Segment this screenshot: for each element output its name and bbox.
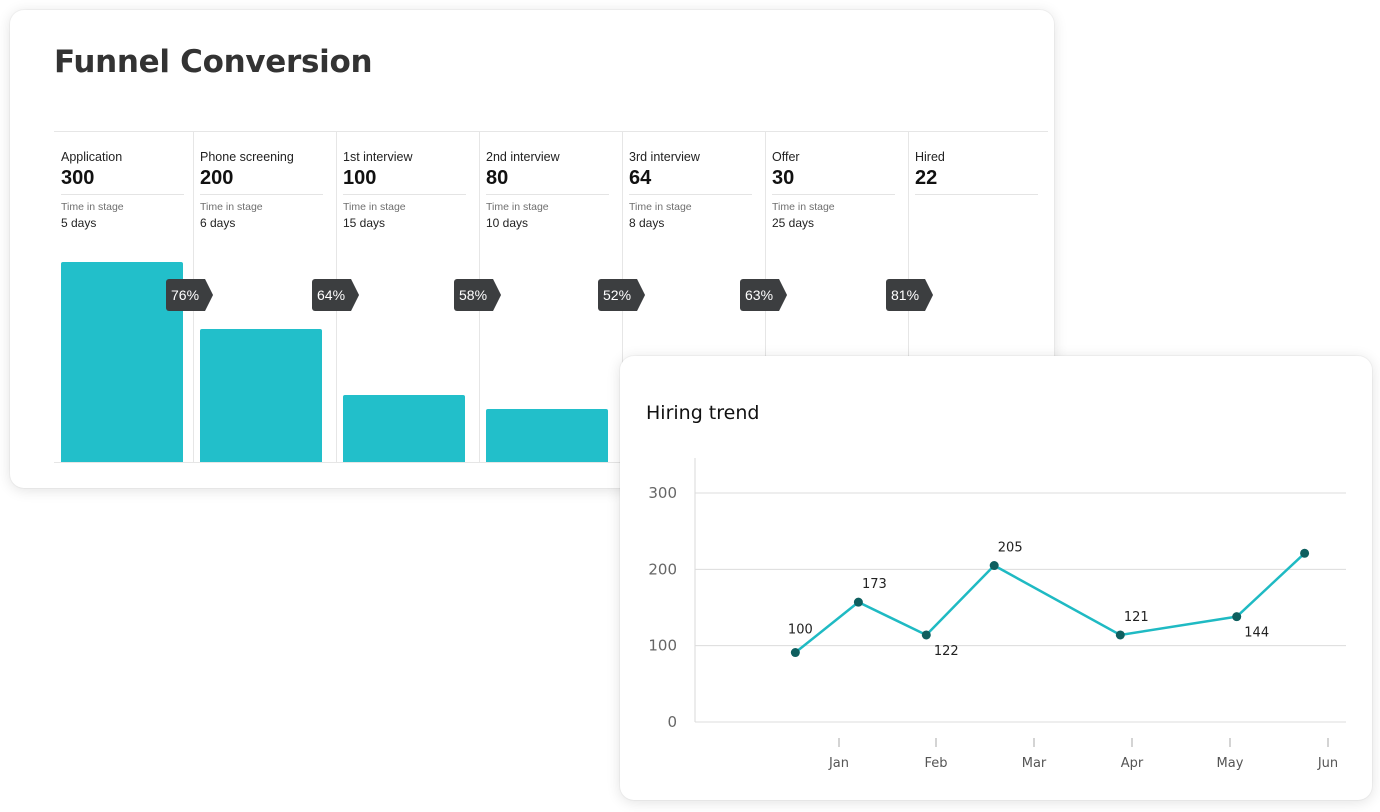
hiring-trend-chart: 0 100 200 300 Jan Feb Mar Apr May Jun 100 173 122 205…	[648, 458, 1346, 771]
stage-name: 3rd interview	[629, 150, 700, 164]
stage-name: Hired	[915, 150, 945, 164]
conversion-badge: 63%	[740, 279, 787, 311]
x-tick-label: May	[1217, 756, 1244, 771]
data-label: 121	[1124, 610, 1149, 625]
data-label: 205	[998, 541, 1023, 556]
x-tick-label: Jan	[828, 756, 849, 771]
stage-application: Application 300 Time in stage 5 days	[54, 132, 197, 462]
stage-divider	[629, 194, 752, 195]
funnel-card: Funnel Conversion Application 300 Time i…	[10, 10, 1054, 488]
stage-time-label: Time in stage	[629, 201, 692, 213]
conversion-badge: 52%	[598, 279, 645, 311]
conversion-badge: 81%	[886, 279, 933, 311]
stage-count: 200	[200, 167, 234, 189]
stage-time-value: 15 days	[343, 216, 386, 230]
trend-point	[921, 630, 931, 640]
stage-count: 100	[343, 167, 377, 189]
trend-title: Hiring trend	[646, 402, 760, 424]
trend-point	[1232, 612, 1242, 622]
stage-divider	[61, 194, 184, 195]
y-tick-label: 200	[648, 560, 677, 578]
stage-name: Application	[61, 150, 123, 164]
data-label: 144	[1244, 626, 1269, 641]
stage-name: Offer	[772, 150, 800, 164]
conversion-badge: 64%	[312, 279, 359, 311]
stage-divider	[486, 194, 609, 195]
x-tick-label: Apr	[1121, 756, 1144, 771]
trend-point	[989, 561, 999, 571]
data-label: 122	[934, 644, 959, 659]
stage-time-label: Time in stage	[486, 201, 549, 213]
trend-point	[790, 648, 800, 658]
funnel-bar[interactable]	[486, 408, 608, 462]
stage-count: 22	[915, 167, 938, 189]
stage-time-value: 10 days	[486, 216, 529, 230]
stage-name: 2nd interview	[486, 150, 560, 164]
data-label: 173	[862, 577, 887, 592]
y-tick-label: 300	[648, 484, 677, 502]
stage-name: Phone screening	[200, 150, 294, 164]
funnel-title: Funnel Conversion	[54, 44, 373, 80]
stage-count: 64	[629, 167, 652, 189]
stage-count: 80	[486, 167, 509, 189]
y-tick-label: 0	[667, 713, 677, 731]
stage-count: 300	[61, 167, 95, 189]
trend-point	[1115, 630, 1125, 640]
stage-divider	[343, 194, 466, 195]
stage-time-value: 25 days	[772, 216, 815, 230]
x-tick-label: Mar	[1022, 756, 1047, 771]
stage-time-label: Time in stage	[200, 201, 263, 213]
x-tick-label: Jun	[1317, 756, 1338, 771]
stage-time-value: 8 days	[629, 216, 665, 230]
data-label: 100	[788, 623, 813, 638]
stage-time-label: Time in stage	[343, 201, 406, 213]
stage-divider	[915, 194, 1038, 195]
stage-divider	[772, 194, 895, 195]
funnel-baseline	[54, 462, 1048, 463]
stage-2nd-interview: 2nd interview 80 Time in stage 10 days	[479, 132, 622, 462]
funnel-bar[interactable]	[200, 328, 322, 462]
conversion-badge: 58%	[454, 279, 501, 311]
stage-time-value: 5 days	[61, 216, 97, 230]
funnel-bar[interactable]	[343, 395, 465, 462]
stage-count: 30	[772, 167, 795, 189]
hiring-trend-card: Hiring trend 0 100 200 300 Jan Feb Mar Apr May Ju…	[620, 356, 1372, 800]
funnel-top-divider	[54, 131, 1048, 132]
trend-point	[1300, 548, 1310, 558]
trend-line	[794, 552, 1306, 654]
conversion-badge: 76%	[166, 279, 213, 311]
funnel-bar[interactable]	[61, 262, 183, 462]
trend-point	[853, 597, 863, 607]
stage-name: 1st interview	[343, 150, 413, 164]
stage-time-value: 6 days	[200, 216, 236, 230]
stage-time-label: Time in stage	[61, 201, 124, 213]
stage-time-label: Time in stage	[772, 201, 835, 213]
x-tick-label: Feb	[924, 756, 947, 771]
stage-divider	[200, 194, 323, 195]
y-tick-label: 100	[648, 637, 677, 655]
